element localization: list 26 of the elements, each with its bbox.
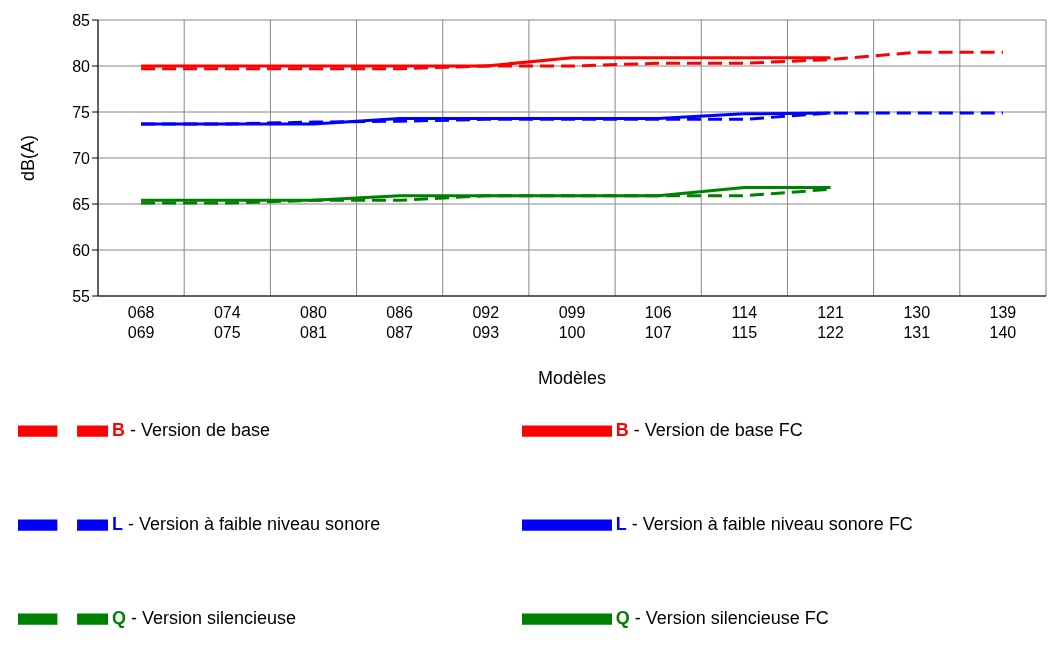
- x-tick-label: 086 087: [386, 304, 414, 341]
- legend-label: L - Version à faible niveau sonore FC: [615, 513, 913, 534]
- y-tick-label: 85: [72, 11, 91, 29]
- y-tick-label: 60: [72, 241, 91, 259]
- y-tick-label: 75: [72, 103, 91, 121]
- y-tick-label: 70: [72, 149, 91, 167]
- x-tick-label: 106 107: [644, 304, 672, 341]
- x-tick-label: 114 115: [731, 304, 758, 341]
- legend-label: Q - Version silencieuse: [112, 607, 297, 628]
- y-tick-label: 55: [72, 287, 91, 305]
- legend-label: B - Version de base: [112, 419, 271, 440]
- legend-label: L - Version à faible niveau sonore: [112, 513, 381, 534]
- legend-label: B - Version de base FC: [615, 419, 803, 440]
- legend-label: Q - Version silencieuse FC: [615, 607, 829, 628]
- x-tick-label: 068 069: [127, 304, 155, 341]
- x-tick-label: 080 081: [300, 304, 327, 341]
- y-tick-label: 65: [72, 195, 91, 213]
- x-tick-label: 074 075: [213, 304, 241, 341]
- x-tick-label: 121 122: [817, 304, 844, 341]
- x-axis-title: Modèles: [537, 368, 607, 388]
- y-axis-title: dB(A): [18, 134, 39, 182]
- x-tick-label: 139 140: [989, 304, 1017, 341]
- x-tick-label: 092 093: [472, 304, 500, 341]
- y-tick-label: 80: [72, 57, 91, 75]
- x-tick-label: 130 131: [903, 304, 931, 341]
- x-tick-label: 099 100: [558, 304, 586, 341]
